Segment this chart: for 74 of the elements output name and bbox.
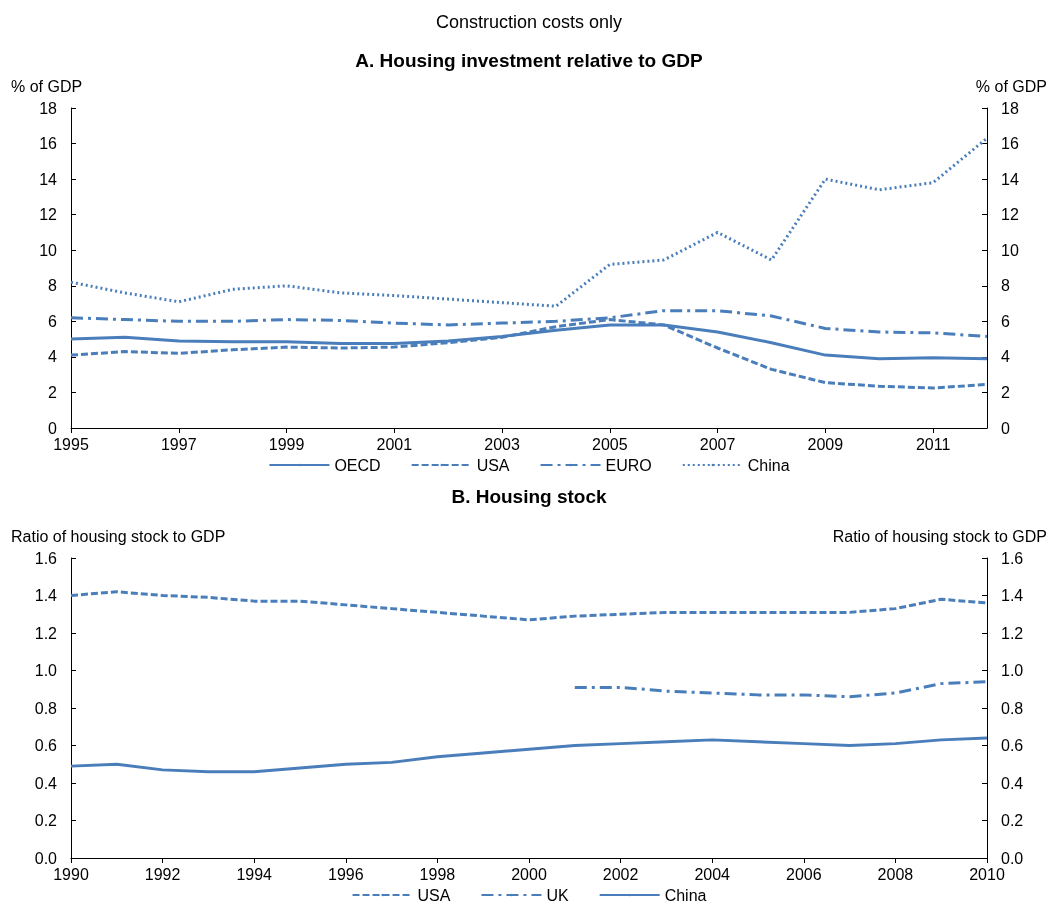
y2-tick-label: 0.8 [1001, 699, 1024, 717]
y2-tick-label: 12 [1001, 206, 1019, 224]
x-tick-label: 2008 [877, 865, 914, 883]
y2-tick-label: 1.6 [1001, 549, 1024, 567]
x-tick-label: 1995 [53, 435, 89, 453]
y-tick-label: 16 [39, 135, 58, 153]
y2-axis-title: % of GDP [975, 77, 1047, 95]
y-tick-label: 0.2 [34, 812, 58, 829]
legend-label: OECD [334, 456, 381, 474]
x-tick-label: 2000 [511, 865, 547, 883]
y-tick-label: 0.8 [34, 699, 58, 717]
x-tick-label: 1997 [160, 435, 197, 453]
x-tick-label: 2011 [915, 435, 951, 453]
y-tick-label: 0.0 [34, 849, 58, 867]
x-tick-label: 2009 [807, 435, 844, 453]
line-series [69, 736, 989, 774]
x-tick-label: 1998 [419, 865, 456, 883]
y-tick-label: 6 [48, 312, 58, 330]
x-tick-label: 2001 [376, 435, 413, 453]
y-axis-title: Ratio of housing stock to GDP [11, 527, 226, 545]
legend-label: China [747, 456, 790, 474]
legend-label: USA [476, 456, 510, 474]
y-tick-label: 12 [39, 206, 58, 224]
y-tick-label: 2 [48, 383, 58, 401]
y2-tick-label: 0.0 [1001, 849, 1024, 867]
y2-tick-label: 0.4 [1001, 774, 1024, 792]
x-tick-label: 1994 [236, 865, 273, 883]
x-tick-label: 1992 [144, 865, 181, 883]
y-tick-label: 1.0 [34, 662, 58, 679]
legend-label: USA [417, 886, 451, 904]
y2-tick-label: 18 [1001, 99, 1019, 117]
y2-tick-label: 2 [1001, 383, 1010, 401]
y2-tick-label: 1.4 [1001, 587, 1024, 604]
y2-tick-label: 10 [1001, 241, 1019, 259]
y2-tick-label: 1.0 [1001, 662, 1024, 679]
y2-tick-label: 1.2 [1001, 624, 1024, 642]
y2-tick-label: 6 [1001, 312, 1010, 330]
y2-tick-label: 0.2 [1001, 812, 1024, 829]
y-tick-label: 1.6 [34, 549, 58, 567]
x-tick-label: 2010 [969, 865, 1005, 883]
x-tick-label: 2003 [484, 435, 520, 453]
y2-tick-label: 14 [1001, 170, 1019, 188]
x-tick-label: 1996 [328, 865, 364, 883]
y-tick-label: 1.4 [34, 587, 58, 604]
chart-title: B. Housing stock [451, 486, 608, 507]
y-tick-label: 8 [48, 277, 58, 295]
x-tick-label: 2002 [602, 865, 639, 883]
x-tick-label: 2004 [694, 865, 731, 883]
y2-tick-label: 8 [1001, 277, 1010, 295]
y-tick-label: 0.4 [34, 774, 58, 792]
y-tick-label: 0.6 [34, 737, 58, 754]
y-tick-label: 4 [48, 348, 58, 366]
chart-subtitle: Construction costs only [435, 12, 623, 32]
y-tick-label: 18 [39, 99, 58, 117]
x-tick-label: 2006 [786, 865, 822, 883]
x-tick-label: 1990 [53, 865, 89, 883]
y-tick-label: 10 [39, 241, 58, 259]
y2-axis-title: Ratio of housing stock to GDP [832, 527, 1047, 545]
x-tick-label: 2005 [592, 435, 628, 453]
legend-label: China [664, 886, 707, 904]
x-tick-label: 2007 [699, 435, 736, 453]
chart-title: A. Housing investment relative to GDP [355, 50, 703, 71]
y2-tick-label: 16 [1001, 135, 1019, 153]
line-series [69, 136, 989, 308]
y2-tick-label: 4 [1001, 348, 1010, 366]
y-tick-label: 1.2 [34, 624, 58, 642]
y-tick-label: 0 [48, 419, 58, 437]
legend-label: UK [546, 886, 569, 904]
legend-label: EURO [605, 456, 652, 474]
x-tick-label: 1999 [268, 435, 305, 453]
y-tick-label: 14 [39, 170, 58, 188]
y2-tick-label: 0 [1001, 419, 1010, 437]
y2-tick-label: 0.6 [1001, 737, 1024, 754]
y-axis-title: % of GDP [11, 77, 83, 95]
